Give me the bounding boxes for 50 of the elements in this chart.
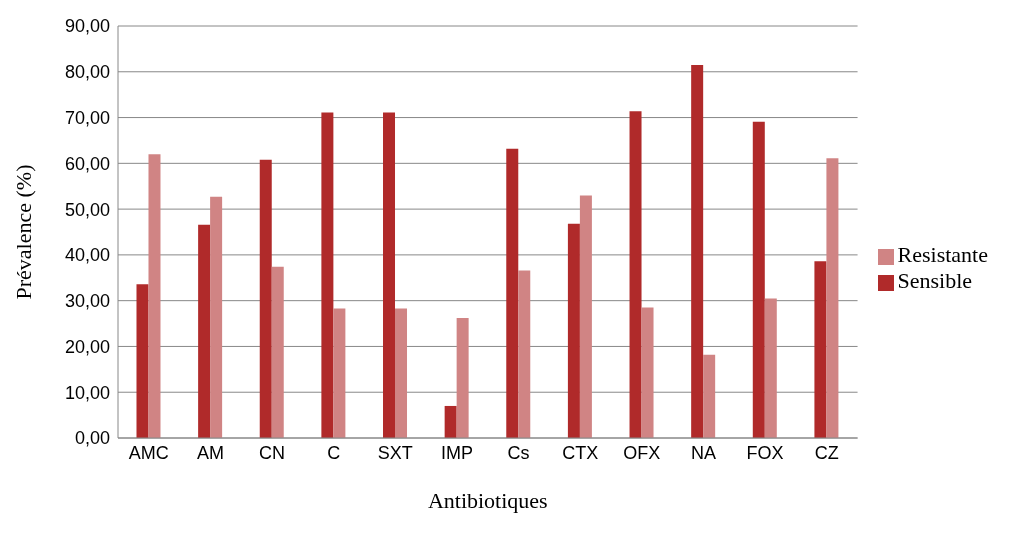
bar <box>383 112 396 438</box>
y-axis-title: Prévalence (%) <box>10 164 36 300</box>
bar <box>271 266 284 438</box>
bar <box>703 354 716 438</box>
bar <box>136 284 149 438</box>
x-tick-label: OFX <box>623 442 661 463</box>
y-tick-label: 90,00 <box>64 16 110 37</box>
bar <box>333 308 346 438</box>
x-tick-label: AM <box>196 442 224 463</box>
x-tick-label: CN <box>259 442 286 463</box>
bar <box>198 224 211 438</box>
y-tick-label: 80,00 <box>64 62 110 83</box>
y-tick-label: 50,00 <box>64 199 110 220</box>
bar <box>148 154 161 438</box>
bar <box>210 196 223 438</box>
bar <box>518 270 531 438</box>
bar <box>321 112 334 438</box>
x-tick-label: C <box>327 442 341 463</box>
bar <box>456 318 469 438</box>
x-tick-label: IMP <box>440 442 473 463</box>
x-tick-label: AMC <box>128 442 169 463</box>
y-tick-label: 60,00 <box>64 153 110 174</box>
bar <box>567 223 580 438</box>
bar <box>395 308 408 438</box>
bar <box>752 121 765 438</box>
y-tick-label: 20,00 <box>64 336 110 357</box>
y-tick-label: 40,00 <box>64 245 110 266</box>
y-tick-label: 30,00 <box>64 291 110 312</box>
x-tick-label: Cs <box>507 442 530 463</box>
bar <box>641 307 654 438</box>
bar <box>826 158 839 438</box>
legend-label: Sensible <box>897 268 973 293</box>
y-tick-label: 10,00 <box>64 382 110 403</box>
legend-label: Resistante <box>897 242 988 267</box>
x-tick-label: CTX <box>562 442 599 463</box>
x-axis-title: Antibiotiques <box>427 488 548 513</box>
x-tick-label: CZ <box>814 442 839 463</box>
bar <box>259 159 272 438</box>
x-tick-label: NA <box>690 442 716 463</box>
bar <box>579 195 592 438</box>
x-tick-label: SXT <box>377 442 413 463</box>
y-tick-label: 0,00 <box>74 428 110 449</box>
bar <box>444 405 457 438</box>
bar <box>814 261 827 438</box>
bar <box>629 111 642 438</box>
bar <box>764 298 777 438</box>
x-tick-label: FOX <box>746 442 784 463</box>
bar <box>506 148 519 438</box>
bar <box>691 64 704 438</box>
y-tick-label: 70,00 <box>64 107 110 128</box>
